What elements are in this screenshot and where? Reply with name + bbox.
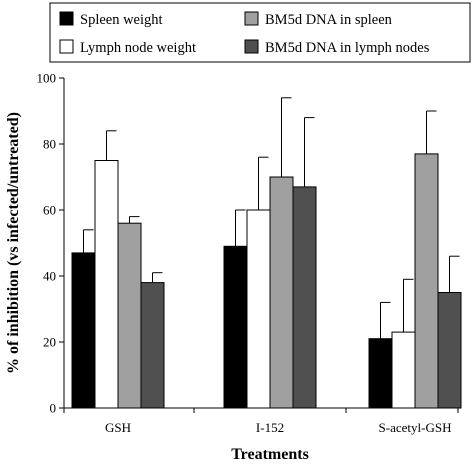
legend-item-bm5d-dna-in-spleen: BM5d DNA in spleen	[244, 11, 393, 28]
error-bar-bm5d-dna-in-lymph-nodes-s-acetyl-gsh	[449, 255, 460, 293]
y-axis-title: % of inhibition (vs infected/untreated)	[5, 112, 22, 374]
legend-item-spleen-weight: Spleen weight	[59, 11, 163, 28]
bar-lymph-node-weight-i-152	[246, 209, 271, 409]
legend-swatch	[59, 11, 74, 26]
legend-label: Lymph node weight	[80, 40, 196, 56]
legend-box	[49, 2, 471, 63]
legend-label: BM5d DNA in lymph nodes	[265, 40, 430, 56]
bar-lymph-node-weight-s-acetyl-gsh	[391, 331, 416, 409]
legend-swatch	[59, 39, 74, 54]
legend-item-bm5d-dna-in-lymph-nodes: BM5d DNA in lymph nodes	[244, 39, 430, 56]
bar-bm5d-dna-in-spleen-gsh	[117, 222, 142, 409]
y-tick-label: 40	[43, 269, 56, 284]
error-bar-bm5d-dna-in-spleen-gsh	[129, 216, 140, 224]
y-tick-label: 100	[37, 71, 57, 86]
x-tick-label: GSH	[105, 420, 131, 435]
error-bar-lymph-node-weight-gsh	[106, 130, 117, 161]
y-tick-label: 20	[43, 335, 56, 350]
bar-spleen-weight-gsh	[71, 252, 96, 409]
error-bar-spleen-weight-i-152	[235, 209, 246, 247]
plot-area: 0 20 40 60 80 100 GSH I-152 S-acetyl-GSH	[37, 71, 462, 435]
error-bar-bm5d-dna-in-lymph-nodes-i-152	[304, 117, 315, 187]
bar-bm5d-dna-in-spleen-s-acetyl-gsh	[414, 153, 439, 409]
y-tick-label: 80	[43, 137, 56, 152]
y-tick-label: 60	[43, 203, 56, 218]
error-bar-lymph-node-weight-s-acetyl-gsh	[403, 278, 414, 333]
y-tick-label: 0	[50, 401, 57, 416]
error-bar-lymph-node-weight-i-152	[258, 156, 269, 210]
legend-swatch	[244, 39, 259, 54]
error-bar-spleen-weight-gsh	[83, 229, 94, 253]
legend-item-lymph-node-weight: Lymph node weight	[59, 39, 196, 56]
bar-spleen-weight-s-acetyl-gsh	[368, 338, 393, 409]
bar-bm5d-dna-in-lymph-nodes-i-152	[292, 186, 317, 409]
bar-bm5d-dna-in-lymph-nodes-s-acetyl-gsh	[437, 292, 462, 409]
bar-spleen-weight-i-152	[223, 245, 248, 409]
legend-label: BM5d DNA in spleen	[265, 12, 393, 28]
error-bar-bm5d-dna-in-spleen-s-acetyl-gsh	[426, 110, 437, 154]
error-bar-spleen-weight-s-acetyl-gsh	[380, 301, 391, 339]
legend-swatch	[244, 11, 259, 26]
bar-bm5d-dna-in-lymph-nodes-gsh	[140, 282, 165, 409]
x-tick-label: S-acetyl-GSH	[379, 420, 452, 435]
error-bar-bm5d-dna-in-lymph-nodes-gsh	[152, 272, 163, 283]
error-bar-bm5d-dna-in-spleen-i-152	[281, 97, 292, 177]
x-axis-title: Treatments	[231, 446, 309, 463]
legend: Spleen weight Lymph node weight BM5d DNA i…	[49, 2, 471, 63]
x-tick-label: I-152	[256, 420, 284, 435]
legend-label: Spleen weight	[80, 12, 163, 28]
bar-bm5d-dna-in-spleen-i-152	[269, 176, 294, 409]
bar-lymph-node-weight-gsh	[94, 160, 119, 409]
